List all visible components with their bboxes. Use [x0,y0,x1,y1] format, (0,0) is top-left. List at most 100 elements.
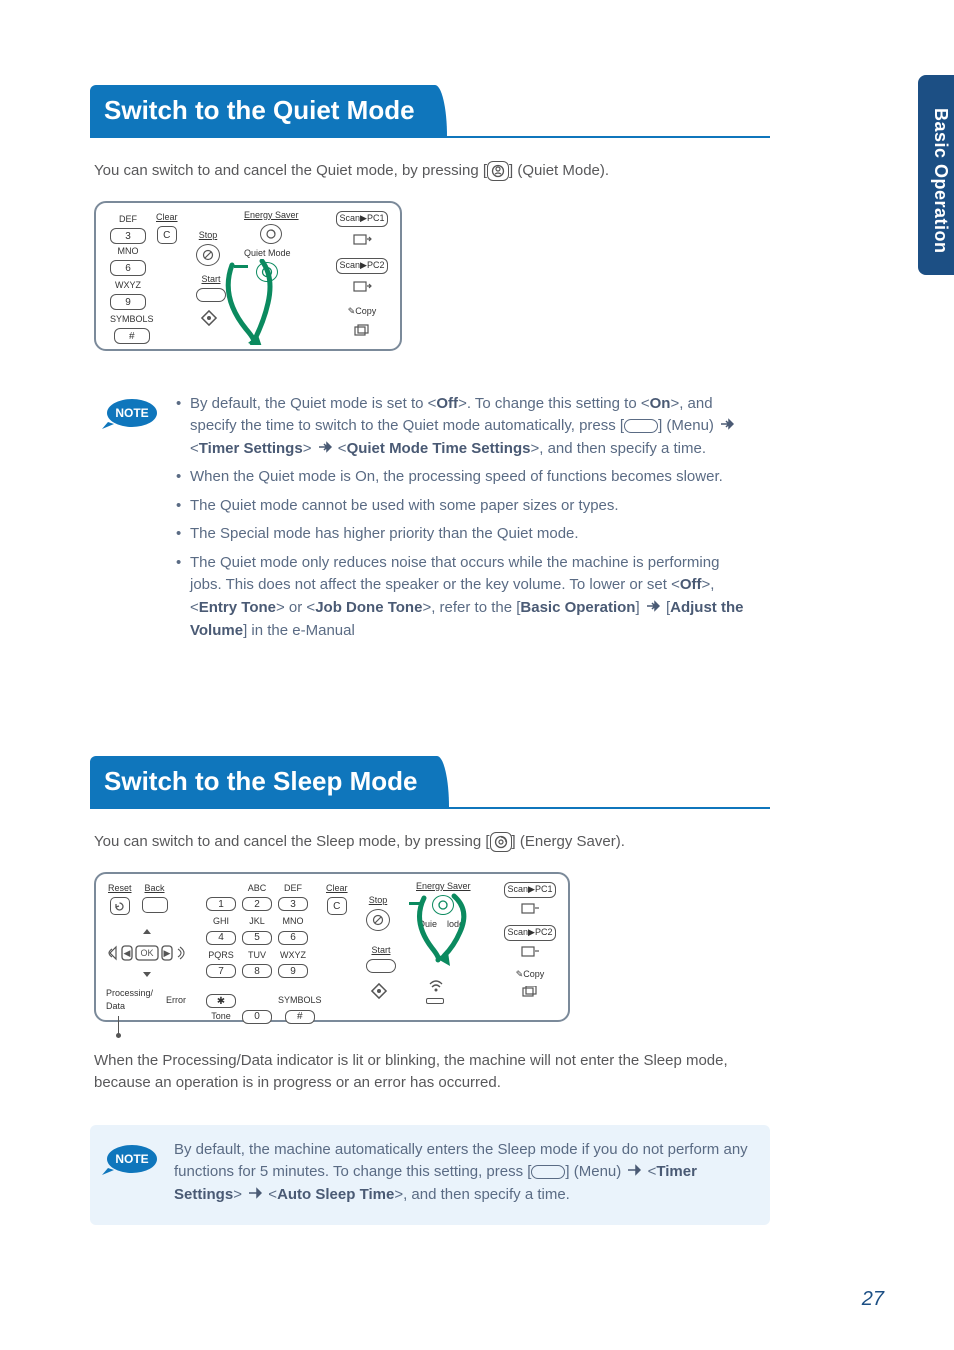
key-hash2: # [285,1010,315,1024]
leader-line [118,1016,119,1034]
bar-icon [426,998,444,1004]
arrow-icon [318,438,332,461]
label-pqrs: PQRS [208,949,234,963]
key-1: 1 [206,897,236,911]
menu-button-icon [624,419,658,433]
label-def: DEF [119,213,137,227]
label-copy2: Copy [523,969,544,979]
key-reset [110,897,130,915]
section2-heading: Switch to the Sleep Mode [90,756,770,809]
copy-icon [352,324,372,343]
label-copy: Copy [355,306,376,316]
key-8: 8 [242,964,272,978]
key-2: 2 [242,897,272,911]
label-wxyz: WXYZ [115,279,141,293]
intro2-pre: You can switch to and cancel the Sleep m… [94,833,490,850]
page-number: 27 [862,1284,884,1314]
arrow-icon [248,1184,262,1207]
note-block-1: NOTE By default, the Quiet mode is set t… [90,379,770,667]
key-c2: C [327,897,347,915]
key-stop [196,244,220,266]
key-7: 7 [206,964,236,978]
section2-title: Switch to the Sleep Mode [90,756,435,807]
section2-intro: You can switch to and cancel the Sleep m… [94,831,770,854]
note-badge2: NOTE [102,1143,158,1175]
key-scanpc1b: Scan▶PC1 [504,882,556,898]
menu-button-icon2 [531,1165,565,1179]
label-def2: DEF [284,882,302,896]
label-clear: Clear [156,211,178,225]
label-clear2: Clear [326,882,348,896]
label-energy: Energy Saver [244,209,299,223]
note-body-1: By default, the Quiet mode is set to <Of… [174,393,752,649]
callout-arrow2 [414,892,474,966]
note1-item2: When the Quiet mode is On, the processin… [174,466,752,489]
copy-icon2 [520,986,540,1003]
note-badge: NOTE [102,397,158,429]
callout-arrow [218,259,288,345]
note1-item3: The Quiet mode cannot be used with some … [174,495,752,518]
note-body-2: By default, the machine automatically en… [174,1139,752,1207]
key-0: 0 [242,1010,272,1024]
key-scanpc2b: Scan▶PC2 [504,925,556,941]
panel-diagram-2: Reset Back ◀ OK ▶ [94,872,770,1022]
label-error: Error [166,994,186,1008]
section1-title: Switch to the Quiet Mode [90,85,433,136]
quiet-mode-icon [487,161,509,181]
key-back [142,897,168,913]
label-abc: ABC [248,882,267,896]
key-stop2 [366,909,390,931]
label-start2: Start [371,944,390,958]
arrow-icon [720,415,734,438]
nav-pad: ◀ OK ▶ [108,928,188,983]
label-processing: Processing/ Data [106,987,153,1014]
section1-heading: Switch to the Quiet Mode [90,85,770,138]
scanpc1-icon [352,233,372,252]
intro-text-post: ] (Quiet Mode). [509,162,609,179]
svg-text:NOTE: NOTE [115,406,148,420]
key-hash: # [114,328,150,344]
key-4: 4 [206,931,236,945]
panel-diagram-1: DEF3 ClearC MNO6 WXYZ9 SYMBOLS# Stop Sta… [94,201,770,351]
label-back: Back [145,882,165,896]
label-jkl: JKL [249,915,265,929]
section2-caption: When the Processing/Data indicator is li… [94,1050,770,1095]
note1-item5: The Quiet mode only reduces noise that o… [174,552,752,642]
key-c: C [157,226,177,244]
intro2-post: ] (Energy Saver). [512,833,625,850]
section1-intro: You can switch to and cancel the Quiet m… [94,160,770,183]
label-symbols2: SYMBOLS [278,994,322,1008]
key-scanpc1: Scan▶PC1 [336,211,388,227]
key-3: 3 [110,228,146,244]
note1-item4: The Special mode has higher priority tha… [174,523,752,546]
diamond-icon [198,307,220,334]
key-star: ✱ [206,994,236,1008]
intro-text: You can switch to and cancel the Quiet m… [94,162,487,179]
scanpc1-icon2 [520,903,540,920]
key-6b: 6 [278,931,308,945]
key-3b: 3 [278,897,308,911]
key-5: 5 [242,931,272,945]
svg-text:OK: OK [140,948,153,958]
arrow-icon [646,597,660,620]
label-stop2: Stop [369,894,388,908]
svg-text:NOTE: NOTE [115,1152,148,1166]
leader-dot [116,1033,121,1038]
label-reset: Reset [108,882,132,896]
key-9: 9 [110,294,146,310]
svg-text:▶: ▶ [164,948,171,958]
arrow-icon [627,1161,641,1184]
svg-text:◀: ◀ [124,948,131,958]
diamond-icon2 [368,980,390,1007]
label-mno: MNO [118,245,139,259]
wifi-icon [426,978,446,999]
label-wxyz2: WXYZ [280,949,306,963]
key-6: 6 [110,260,146,276]
key-energy [260,224,282,244]
label-tuv: TUV [248,949,266,963]
note1-item1: By default, the Quiet mode is set to <Of… [174,393,752,461]
scanpc2-icon2 [520,946,540,963]
label-symbols: SYMBOLS [110,313,154,327]
scanpc2-icon [352,280,372,299]
note-block-2: NOTE By default, the machine automatical… [90,1125,770,1225]
